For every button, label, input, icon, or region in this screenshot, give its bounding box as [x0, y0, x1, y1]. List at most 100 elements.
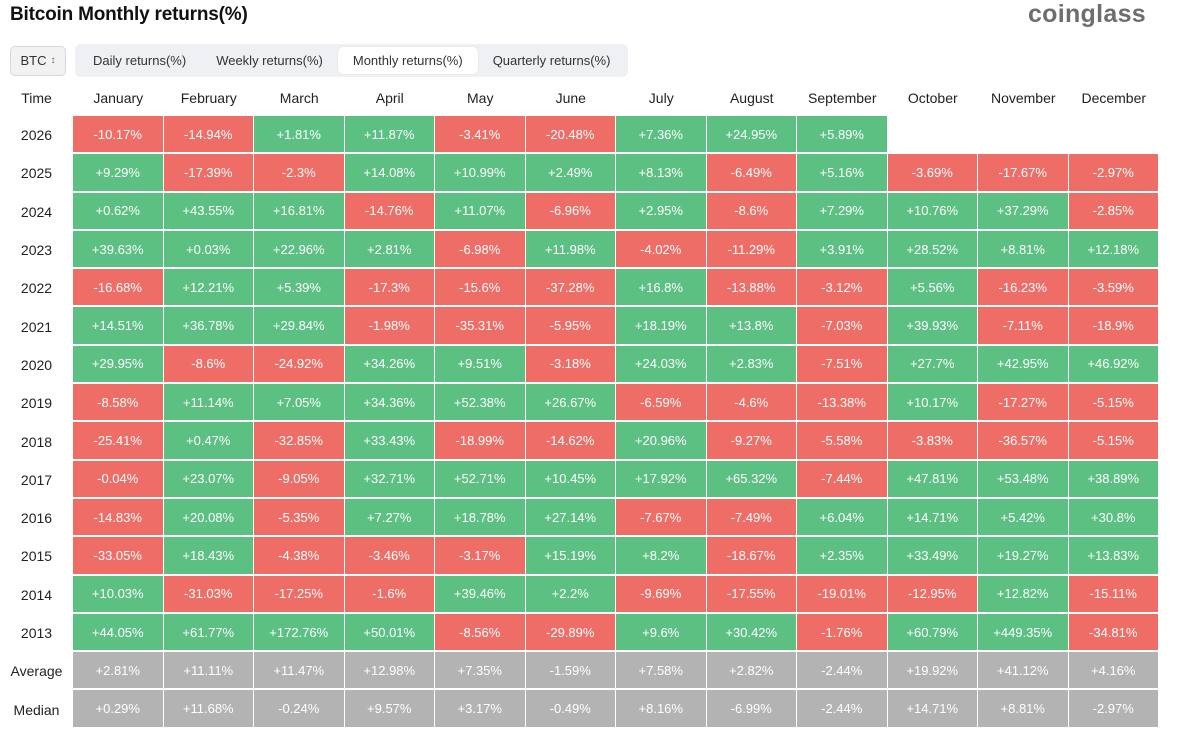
return-cell: +8.81%: [978, 230, 1069, 270]
return-cell: -15.6%: [435, 269, 526, 308]
return-cell: +2.95%: [616, 192, 707, 231]
return-cell: +29.95%: [73, 345, 164, 385]
tab-monthly-returns[interactable]: Monthly returns(%): [337, 47, 478, 74]
tab-daily-returns[interactable]: Daily returns(%): [93, 53, 187, 68]
row-label: 2020: [20, 356, 53, 373]
return-cell: -25.41%: [73, 422, 164, 461]
return-cell: -13.88%: [706, 269, 797, 308]
row-label: 2023: [20, 242, 53, 259]
return-cell: [1068, 116, 1159, 155]
row-label: 2021: [20, 318, 53, 335]
return-cell: -10.17%: [73, 116, 164, 155]
return-cell: +19.92%: [887, 652, 978, 691]
return-cell: +20.08%: [163, 498, 254, 538]
return-cell: -11.29%: [706, 230, 797, 270]
return-cell: +11.07%: [435, 192, 526, 231]
return-cell: -5.95%: [525, 307, 616, 346]
return-cell: +44.05%: [73, 613, 164, 653]
return-cell: +38.89%: [1068, 460, 1159, 499]
table-row: 2020 +29.95% -8.6% -24.92% +34.26% +9.51% -3.1…: [0, 345, 1160, 385]
return-cell: -6.59%: [616, 384, 707, 423]
column-header-month: May: [467, 90, 494, 106]
return-cell: +7.58%: [616, 652, 707, 691]
return-cell: +12.18%: [1068, 230, 1159, 270]
return-cell: -4.02%: [616, 230, 707, 270]
return-cell: -19.01%: [797, 575, 888, 614]
return-cell: +30.42%: [706, 613, 797, 653]
row-label: 2026: [20, 127, 53, 144]
return-cell: -8.56%: [435, 613, 526, 653]
return-cell: -6.96%: [525, 192, 616, 231]
table-row: 2023 +39.63% +0.03% +22.96% +2.81% -6.98% +11.…: [0, 230, 1160, 270]
return-cell: +0.29%: [73, 690, 164, 729]
return-cell: -7.67%: [616, 498, 707, 538]
tab-quarterly-returns[interactable]: Quarterly returns(%): [492, 53, 611, 68]
table-row: 2024 +0.62% +43.55% +16.81% -14.76% +11.07% -6…: [0, 192, 1160, 231]
return-cell: -7.44%: [797, 460, 888, 499]
return-cell: +29.84%: [254, 307, 345, 346]
return-cell: [978, 116, 1069, 155]
return-cell: +10.45%: [525, 460, 616, 499]
return-cell: +42.95%: [978, 345, 1069, 385]
return-cell: +5.39%: [254, 269, 345, 308]
coin-select[interactable]: BTC ↕: [10, 45, 66, 76]
return-cell: -3.46%: [344, 537, 435, 576]
return-cell: +5.16%: [797, 154, 888, 193]
return-cell: +12.21%: [163, 269, 254, 308]
return-cell: +14.71%: [887, 498, 978, 538]
return-cell: +23.07%: [163, 460, 254, 499]
return-cell: +7.05%: [254, 384, 345, 423]
return-cell: +9.29%: [73, 154, 164, 193]
return-cell: +47.81%: [887, 460, 978, 499]
return-cell: -16.68%: [73, 269, 164, 308]
return-cell: -2.44%: [797, 690, 888, 729]
return-cell: +32.71%: [344, 460, 435, 499]
return-cell: +14.51%: [73, 307, 164, 346]
return-cell: -17.55%: [706, 575, 797, 614]
column-header-month: August: [729, 90, 774, 106]
return-cell: -6.98%: [435, 230, 526, 270]
return-cell: -3.12%: [797, 269, 888, 308]
table-row: 2017 -0.04% +23.07% -9.05% +32.71% +52.71% +10…: [0, 460, 1160, 499]
return-cell: +28.52%: [887, 230, 978, 270]
return-cell: -1.98%: [344, 307, 435, 346]
return-cell: +34.26%: [344, 345, 435, 385]
column-header-month: February: [180, 90, 237, 106]
column-header-month: October: [907, 90, 958, 106]
return-cell: -37.28%: [525, 269, 616, 308]
return-cell: -18.9%: [1068, 307, 1159, 346]
return-cell: -4.6%: [706, 384, 797, 423]
tab-weekly-returns[interactable]: Weekly returns(%): [216, 53, 323, 68]
column-header-month: January: [93, 90, 144, 106]
return-cell: +18.43%: [163, 537, 254, 576]
return-cell: +39.93%: [887, 307, 978, 346]
return-cell: -5.58%: [797, 422, 888, 461]
return-cell: -7.49%: [706, 498, 797, 538]
table-row: 2015 -33.05% +18.43% -4.38% -3.46% -3.17% +15.…: [0, 537, 1160, 576]
return-cell: +11.68%: [163, 690, 254, 729]
return-cell: -2.85%: [1068, 192, 1159, 231]
return-cell: +2.83%: [706, 345, 797, 385]
return-cell: -32.85%: [254, 422, 345, 461]
row-label: 2024: [20, 203, 53, 220]
return-cell: +19.27%: [978, 537, 1069, 576]
return-cell: +8.81%: [978, 690, 1069, 729]
return-cell: -9.69%: [616, 575, 707, 614]
return-cell: +0.62%: [73, 192, 164, 231]
return-cell: +24.03%: [616, 345, 707, 385]
return-cell: +43.55%: [163, 192, 254, 231]
return-cell: -2.97%: [1068, 154, 1159, 193]
return-cell: +34.36%: [344, 384, 435, 423]
return-cell: -9.05%: [254, 460, 345, 499]
row-label: 2015: [20, 548, 53, 565]
return-cell: -5.15%: [1068, 384, 1159, 423]
return-cell: +18.19%: [616, 307, 707, 346]
return-cell: -2.44%: [797, 652, 888, 691]
table-row: 2013 +44.05% +61.77% +172.76% +50.01% -8.56% -…: [0, 613, 1160, 653]
return-cell: +61.77%: [163, 613, 254, 653]
return-cell: +12.98%: [344, 652, 435, 691]
brand-logo: coinglass: [1027, 0, 1146, 28]
return-cell: +37.29%: [978, 192, 1069, 231]
return-cell: -9.27%: [706, 422, 797, 461]
return-cell: -3.17%: [435, 537, 526, 576]
